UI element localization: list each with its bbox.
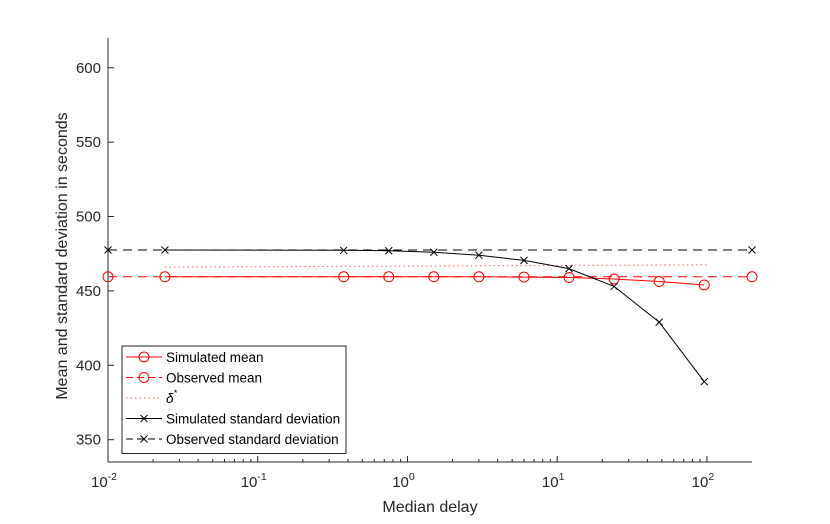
data-point bbox=[161, 246, 169, 254]
data-point bbox=[104, 246, 112, 254]
y-tick-label: 600 bbox=[76, 60, 101, 77]
x-tick-label: 102 bbox=[692, 471, 715, 491]
data-point bbox=[700, 377, 709, 386]
legend-label: Observed mean bbox=[166, 371, 262, 386]
y-tick-label: 400 bbox=[76, 357, 101, 374]
series-line bbox=[164, 264, 707, 268]
legend-label: δ* bbox=[166, 388, 178, 406]
x-marker-stroke bbox=[429, 248, 438, 257]
data-point bbox=[655, 318, 664, 327]
series-0 bbox=[159, 271, 710, 291]
x-marker-stroke bbox=[748, 246, 756, 254]
x-marker-stroke bbox=[104, 246, 112, 254]
series-2 bbox=[164, 264, 707, 268]
x-marker-stroke bbox=[475, 251, 483, 260]
data-point bbox=[475, 251, 483, 260]
series-1 bbox=[102, 271, 758, 283]
y-tick-label: 500 bbox=[76, 209, 101, 226]
x-marker-stroke bbox=[339, 246, 348, 255]
data-point bbox=[520, 256, 528, 265]
x-marker-stroke bbox=[610, 282, 618, 291]
x-marker-stroke bbox=[700, 377, 709, 386]
series-line bbox=[164, 276, 705, 286]
x-tick-label: 10-2 bbox=[91, 471, 117, 491]
legend-swatch-marker bbox=[138, 351, 150, 363]
series-4 bbox=[104, 246, 756, 254]
data-point bbox=[384, 246, 393, 255]
series-3 bbox=[161, 246, 709, 386]
x-marker-stroke bbox=[140, 414, 148, 423]
legend-box bbox=[121, 345, 347, 454]
x-tick-label: 100 bbox=[392, 471, 415, 491]
legend-label: Simulated standard deviation bbox=[166, 412, 340, 427]
data-point bbox=[610, 282, 618, 291]
x-axis-title: Median delay bbox=[382, 499, 477, 516]
data-point bbox=[748, 246, 756, 254]
y-tick-label: 550 bbox=[76, 134, 101, 151]
data-point bbox=[565, 264, 573, 273]
x-marker-stroke bbox=[161, 246, 169, 254]
x-tick-label: 101 bbox=[542, 471, 565, 491]
axes: 350 400 450 500 550 600 10-2 10-1 100 101 102 bbox=[76, 38, 752, 491]
y-axis-title: Mean and standard deviation in seconds bbox=[54, 112, 71, 399]
legend: Simulated mean Observed mean δ* Simulated s… bbox=[121, 345, 347, 454]
series-line bbox=[164, 249, 705, 382]
legend-label: Observed standard deviation bbox=[166, 432, 339, 447]
x-marker-stroke bbox=[140, 435, 148, 443]
x-tick-label: 10-1 bbox=[241, 471, 267, 491]
y-tick-label: 450 bbox=[76, 283, 101, 300]
data-point bbox=[653, 276, 665, 288]
data-point bbox=[102, 271, 114, 283]
data-point bbox=[698, 279, 710, 291]
series-group bbox=[102, 246, 758, 386]
data-point bbox=[563, 272, 575, 284]
data-point bbox=[746, 271, 758, 283]
x-marker-stroke bbox=[520, 256, 528, 265]
x-marker-stroke bbox=[655, 318, 664, 327]
data-point bbox=[339, 246, 348, 255]
y-tick-label: 350 bbox=[76, 432, 101, 449]
data-point bbox=[608, 273, 620, 285]
legend-swatch-marker bbox=[140, 414, 148, 423]
legend-swatch-marker bbox=[140, 435, 148, 443]
x-marker-stroke bbox=[565, 264, 573, 273]
legend-swatch-marker bbox=[138, 372, 150, 383]
x-marker-stroke bbox=[384, 246, 393, 255]
legend-label: Simulated mean bbox=[166, 350, 264, 365]
